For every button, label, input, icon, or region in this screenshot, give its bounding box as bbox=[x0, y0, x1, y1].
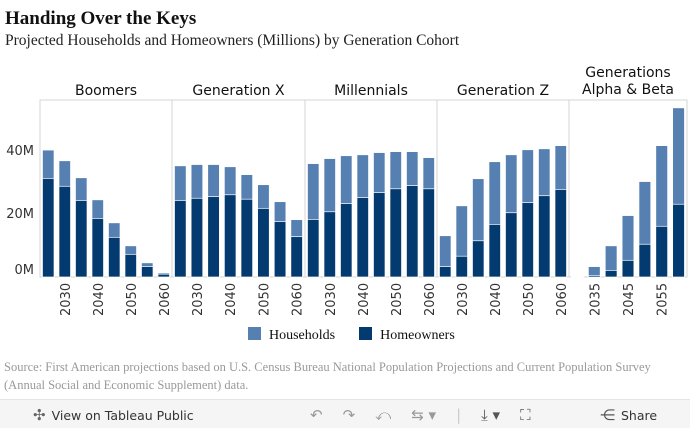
toolbar-divider: | bbox=[456, 406, 462, 424]
bar-homeowners-2035 bbox=[75, 200, 88, 278]
x-tick-label: 2030 bbox=[324, 283, 339, 316]
y-tick-label: 40M bbox=[6, 144, 34, 159]
panel-header: Generation X bbox=[192, 83, 285, 99]
bar-homeowners-2035 bbox=[340, 203, 353, 278]
bar-homeowners-2045 bbox=[505, 212, 518, 278]
panel-header: Generations bbox=[585, 65, 670, 81]
x-tick-label: 2060 bbox=[158, 283, 173, 316]
legend-swatch bbox=[248, 326, 261, 340]
x-tick-label: 2050 bbox=[390, 283, 405, 316]
share-label: Share bbox=[621, 407, 658, 423]
y-tick-label: 0M bbox=[15, 263, 35, 278]
bar-homeowners-2060 bbox=[422, 188, 435, 278]
bar-homeowners-2045 bbox=[621, 259, 635, 278]
tableau-logo-icon: ✣ bbox=[33, 406, 46, 424]
chart-title: Handing Over the Keys bbox=[5, 8, 197, 29]
bar-homeowners-2035 bbox=[207, 196, 220, 278]
x-tick-label: 2040 bbox=[224, 283, 239, 316]
view-on-tableau-button[interactable]: ✣ View on Tableau Public bbox=[33, 406, 194, 424]
bar-homeowners-2040 bbox=[356, 197, 369, 278]
bar-homeowners-2055 bbox=[141, 266, 154, 278]
redo-icon[interactable]: ↷ bbox=[342, 406, 356, 424]
bar-homeowners-2025 bbox=[307, 219, 320, 278]
bar-homeowners-2030 bbox=[190, 197, 204, 278]
x-tick-label: 2040 bbox=[357, 283, 372, 316]
x-tick-label: 2060 bbox=[423, 283, 438, 316]
legend-label: Homeowners bbox=[380, 328, 455, 343]
x-tick-label: 2040 bbox=[489, 283, 504, 316]
bar-homeowners-2040 bbox=[604, 270, 618, 278]
refresh-icon[interactable]: ⇆ ▾ bbox=[411, 406, 437, 424]
legend-swatch bbox=[359, 326, 373, 340]
bar-homeowners-2030 bbox=[455, 255, 468, 278]
source-note: Source: First American projections based… bbox=[4, 360, 651, 392]
x-tick-label: 2040 bbox=[92, 283, 107, 316]
y-tick-label: 20M bbox=[6, 207, 34, 222]
x-tick-label: 2050 bbox=[522, 283, 537, 316]
download-icon[interactable]: ⤓ ▾ bbox=[481, 406, 501, 424]
x-tick-label: 2060 bbox=[555, 283, 570, 316]
bar-homeowners-2050 bbox=[389, 188, 402, 278]
bar-homeowners-2055 bbox=[538, 195, 551, 278]
undo-icon[interactable]: ↶ bbox=[310, 406, 323, 424]
x-tick-label: 2030 bbox=[191, 283, 206, 316]
panel-header: Millennials bbox=[334, 83, 408, 99]
bar-homeowners-2050 bbox=[124, 253, 137, 278]
chart: 0M 20M 40M Boomers 2030 2040 2050 2060 Generatio… bbox=[6, 65, 688, 316]
x-tick-label: 2060 bbox=[291, 283, 306, 316]
bar-homeowners-2055 bbox=[273, 221, 287, 278]
bar-homeowners-2060 bbox=[554, 189, 567, 278]
bar-homeowners-2055 bbox=[406, 185, 419, 278]
bar-homeowners-2040 bbox=[91, 218, 104, 278]
bar-homeowners-2050 bbox=[521, 202, 534, 278]
panel-header: Generation Z bbox=[457, 83, 549, 99]
bar-homeowners-2030 bbox=[58, 185, 71, 278]
legend-item-homeowners[interactable]: Homeowners bbox=[359, 326, 455, 344]
panel-header: Alpha & Beta bbox=[582, 82, 674, 98]
x-tick-label: 2030 bbox=[59, 283, 74, 316]
share-button[interactable]: ⋲ Share bbox=[600, 406, 657, 424]
bar-homeowners-2045 bbox=[373, 192, 386, 278]
bar-homeowners-2025 bbox=[42, 178, 55, 278]
legend-label: Households bbox=[269, 328, 336, 343]
bar-homeowners-2030 bbox=[323, 211, 336, 278]
chart-subtitle: Projected Households and Homeowners (Mil… bbox=[5, 32, 460, 49]
revert-icon[interactable]: ⤺ bbox=[375, 406, 392, 424]
panel-header: Boomers bbox=[75, 83, 137, 99]
view-label: View on Tableau Public bbox=[51, 407, 194, 423]
bar-homeowners-2040 bbox=[488, 224, 501, 278]
bar-homeowners-2035 bbox=[472, 240, 485, 278]
bar-homeowners-2050 bbox=[638, 243, 652, 278]
bar-homeowners-2045 bbox=[108, 236, 121, 278]
bar-homeowners-2040 bbox=[224, 194, 237, 278]
bar-homeowners-2050 bbox=[257, 207, 270, 278]
bar-homeowners-2060 bbox=[290, 236, 303, 278]
tableau-toolbar: ✣ View on Tableau Public ↶ ↷ ⤺ ⇆ ▾ | ⤓ ▾… bbox=[0, 399, 690, 428]
x-tick-label: 2030 bbox=[456, 283, 471, 316]
fullscreen-icon[interactable]: ⛶ bbox=[520, 406, 531, 424]
legend: Households Homeowners bbox=[248, 326, 455, 344]
bar-homeowners-2025 bbox=[174, 200, 187, 278]
bar-homeowners-2060 bbox=[157, 273, 170, 278]
x-tick-label: 2050 bbox=[125, 283, 140, 316]
bar-homeowners-2030 bbox=[571, 276, 584, 278]
legend-item-households[interactable]: Households bbox=[248, 326, 336, 344]
share-icon: ⋲ bbox=[600, 406, 615, 424]
x-tick-label: 2050 bbox=[257, 283, 272, 316]
bar-homeowners-2045 bbox=[240, 198, 253, 278]
bar-homeowners-2025 bbox=[439, 266, 452, 278]
bar-homeowners-2055 bbox=[655, 225, 668, 278]
bar-homeowners-2060 bbox=[672, 203, 685, 278]
x-tick-label: 2045 bbox=[622, 283, 637, 316]
bar-homeowners-2035 bbox=[588, 275, 601, 278]
x-tick-label: 2035 bbox=[588, 283, 603, 316]
x-tick-label: 2055 bbox=[656, 283, 671, 316]
